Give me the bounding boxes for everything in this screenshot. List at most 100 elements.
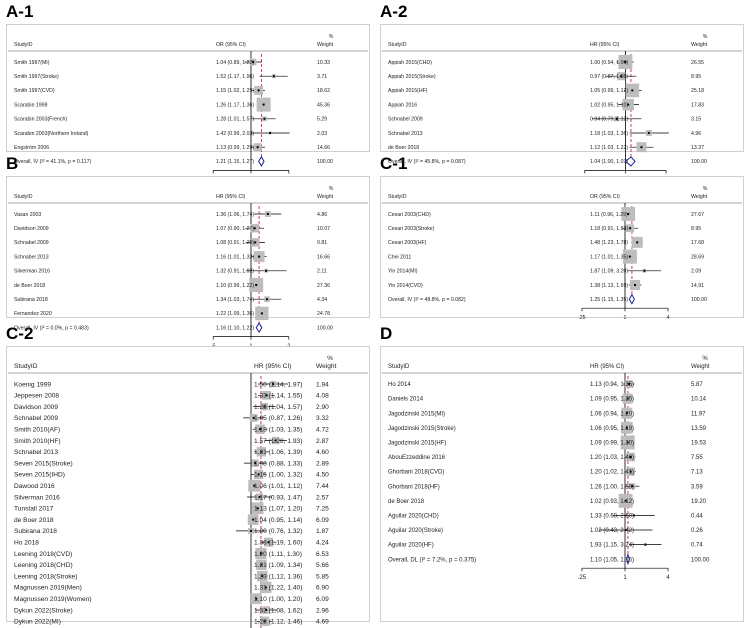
ci-value: 1.12 (1.03, 1.22) <box>590 145 628 151</box>
point-estimate <box>631 89 634 92</box>
weight-value: 16.66 <box>317 254 330 260</box>
weight-value: 4.72 <box>316 427 329 434</box>
ci-value: 1.28 (1.01, 1.57) <box>216 117 254 123</box>
panel-label-c1: C-1 <box>380 154 408 173</box>
weight-value: 2.03 <box>317 131 327 137</box>
point-estimate <box>272 383 275 385</box>
point-estimate <box>269 132 272 134</box>
weight-value: 9.81 <box>317 240 327 246</box>
point-estimate <box>262 103 265 106</box>
panel-label-a2: A-2 <box>380 2 408 21</box>
weight-value: 5.29 <box>317 117 327 123</box>
study-label: Yin 2014(CVD) <box>388 283 423 289</box>
ci-value: 1.17 (0.93, 1.47) <box>254 494 302 501</box>
overall-diamond <box>255 322 263 334</box>
weight-value: 27.67 <box>691 212 704 218</box>
ci-value: 1.20 (1.02, 1.41) <box>590 470 634 476</box>
weight-value: 5.87 <box>691 382 703 388</box>
study-label: Schnabel 2009 <box>388 117 423 123</box>
weight-value: 0.74 <box>691 543 703 549</box>
study-label: Ho 2018 <box>14 540 39 547</box>
study-label: Seven 2015(IHD) <box>14 472 65 479</box>
weight-header: Weight <box>316 363 337 370</box>
overall-ci-value: 1.21 (1.15, 1.27) <box>216 159 254 165</box>
ci-value: 1.08 (0.91, 1.29) <box>216 240 254 246</box>
study-label: Vasan 2003 <box>14 212 41 218</box>
weight-value: 4.96 <box>691 131 701 137</box>
study-label: Jagodzinski 2015(MI) <box>388 411 445 417</box>
point-estimate <box>261 575 264 578</box>
weight-value: 19.20 <box>691 499 707 505</box>
ci-value: 1.28 (1.12, 1.46) <box>254 619 302 626</box>
study-label: Daniels 2014 <box>388 397 424 403</box>
ci-value: 1.05 (0.99, 1.12) <box>590 88 628 94</box>
ci-value: 1.42 (0.99, 2.03) <box>216 131 254 137</box>
ci-value: 1.06 (0.95, 1.19) <box>590 426 634 432</box>
effect-header: HR (95% CI) <box>216 194 246 200</box>
weight-value: 3.59 <box>691 484 703 490</box>
point-estimate <box>629 227 632 230</box>
point-estimate <box>260 450 263 453</box>
ci-value: 1.50 (1.14, 1.97) <box>254 381 302 388</box>
weight-header: Weight <box>691 364 710 370</box>
panel-label-a1: A-1 <box>6 2 34 21</box>
point-estimate <box>629 456 632 458</box>
ci-value: 1.18 (1.03, 1.36) <box>590 131 628 137</box>
weight-value: 2.57 <box>316 494 329 501</box>
panel-frame <box>6 24 370 152</box>
ci-value: 1.36 (1.06, 1.74) <box>216 212 254 218</box>
weight-value: 27.36 <box>317 283 330 289</box>
panel-frame <box>6 346 370 622</box>
forest-plot-d: % StudyID HR (95% CI) Weight Ho 2014 1.13 (0.… <box>380 346 744 622</box>
weight-value: 10.07 <box>317 226 330 232</box>
weight-header: Weight <box>691 42 708 48</box>
study-label: Ghorbani 2018(CVD) <box>388 470 444 476</box>
weight-header: Weight <box>317 42 334 48</box>
overall-ci-value: 1.04 (1.00, 1.07) <box>590 159 628 165</box>
overall-diamond <box>625 553 630 566</box>
weight-value: 17.68 <box>691 240 704 246</box>
study-label: Jagodzinski 2015(HF) <box>388 441 446 447</box>
ci-value: 1.15 (1.00, 1.32) <box>254 472 302 479</box>
study-label: Appiah 2015(HF) <box>388 88 428 94</box>
effect-header: HR (95% CI) <box>254 363 291 370</box>
point-estimate <box>254 241 257 244</box>
study-label: Silverman 2016 <box>14 269 50 275</box>
point-estimate <box>258 496 261 498</box>
weight-value: 4.24 <box>316 540 329 547</box>
point-estimate <box>632 514 635 517</box>
overall-weight-value: 100.00 <box>691 159 707 165</box>
ci-value: 1.33 (0.68, 2.60) <box>590 514 634 520</box>
study-label: Silverman 2016 <box>14 494 60 501</box>
study-label: Subirana 2018 <box>14 528 57 535</box>
study-label: Dawood 2016 <box>14 483 55 490</box>
weight-value: 1.87 <box>316 528 329 535</box>
ci-value: 1.13 (0.99, 1.29) <box>216 145 254 151</box>
weight-value: 25.18 <box>691 88 704 94</box>
ci-value: 1.32 (1.08, 1.62) <box>254 607 302 614</box>
point-estimate <box>253 484 256 487</box>
point-estimate <box>644 543 647 546</box>
point-estimate <box>250 529 252 532</box>
point-estimate <box>628 255 631 258</box>
weight-value: 4.60 <box>316 449 329 456</box>
point-estimate <box>627 103 630 106</box>
study-header: StudyID <box>388 194 407 200</box>
study-label: Fernandez 2020 <box>14 311 52 317</box>
weight-value: 13.59 <box>691 426 707 432</box>
ci-value: 1.33 (1.14, 1.55) <box>254 393 302 400</box>
study-label: Schnabel 2013 <box>14 254 49 260</box>
overall-weight-value: 100.00 <box>317 325 333 331</box>
point-estimate <box>631 485 634 488</box>
study-header: StudyID <box>388 42 407 48</box>
weight-value: 6.09 <box>316 517 329 524</box>
study-label: de Boer 2018 <box>14 283 45 289</box>
weight-value: 17.83 <box>691 102 704 108</box>
point-estimate <box>624 499 627 502</box>
x-tick-label: 4 <box>666 575 670 581</box>
point-estimate <box>267 541 270 544</box>
weight-value: 11.97 <box>691 411 706 417</box>
ci-value: 1.06 (1.01, 1.12) <box>254 483 302 490</box>
point-estimate <box>643 269 646 272</box>
study-label: Engström 2006 <box>14 145 49 151</box>
